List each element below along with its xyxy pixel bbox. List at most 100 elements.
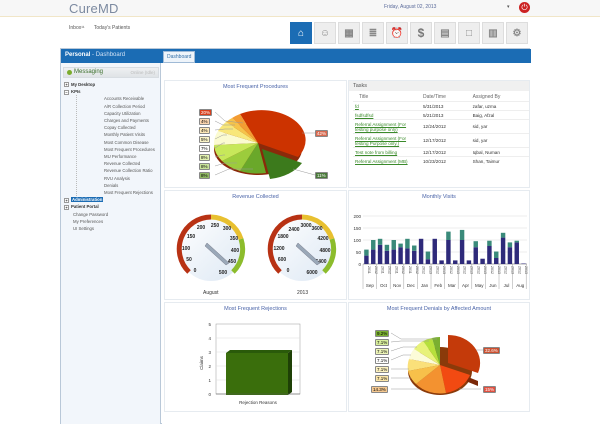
task-link[interactable]: Test note from billing (355, 149, 398, 155)
svg-text:200: 200 (197, 225, 206, 231)
column-header[interactable]: Assigned By (472, 94, 501, 100)
tree-item[interactable]: Capacity Utilization (104, 110, 141, 116)
tree-item[interactable]: Copay Collected (104, 125, 136, 131)
tree-item[interactable]: Most Common Disease (104, 139, 149, 145)
tree-item[interactable]: Accounts Receivable (104, 96, 145, 102)
visits-panel: Monthly Visits 200 150 100 50 0 2011 2012 2011… (348, 190, 530, 300)
svg-text:250: 250 (211, 223, 220, 229)
svg-text:2013: 2013 (428, 266, 432, 274)
tree-administration[interactable]: + Administration (64, 196, 155, 203)
calendar-icon[interactable]: ▦ (338, 22, 360, 44)
tree-item[interactable]: Monthly Patient Visits (104, 132, 145, 138)
revenue-panel: Revenue Collected 0 50 100 150 200 250 300 35… (164, 190, 347, 300)
messaging-bar[interactable]: Messaging Online (Idle) (63, 67, 159, 78)
month-label: Feb (434, 283, 443, 288)
task-date: 5/21/2013 (421, 110, 471, 120)
svg-text:5400: 5400 (315, 259, 326, 265)
pie-label: 8% (199, 154, 210, 161)
task-link[interactable]: fd (355, 103, 359, 109)
panel-title: Most Frequent Denials by Affected Amount (386, 306, 492, 312)
svg-text:2400: 2400 (288, 227, 299, 233)
tree-item[interactable]: Charges and Payments (104, 118, 149, 124)
document-icon[interactable]: □ (458, 22, 480, 44)
patient-icon[interactable]: ☺ (314, 22, 336, 44)
chevron-down-icon[interactable]: ▾ (507, 4, 510, 10)
tree-label: KPIs (71, 89, 81, 95)
tree-change-password[interactable]: Change Password (73, 211, 109, 217)
pie-label: 9.2% (375, 330, 390, 337)
todays-patients-link[interactable]: Today's Patients (93, 25, 131, 31)
task-link[interactable]: Referral Assignment (MB) (355, 158, 408, 164)
panel-title: Monthly Visits (422, 194, 456, 200)
x-axis-label: Rejection Reasons (239, 400, 278, 405)
pie-label: 7.1% (375, 375, 390, 382)
month-label: Jun (489, 283, 497, 288)
expand-icon[interactable]: + (64, 82, 69, 88)
messaging-status[interactable]: Online (Idle) (130, 70, 155, 75)
column-header[interactable]: Date/Time (423, 94, 446, 100)
tree-item[interactable]: A/R Collection Period (104, 103, 145, 109)
task-link[interactable]: fsdfsdfsd (355, 112, 374, 118)
svg-text:150: 150 (353, 226, 361, 231)
denials-pie-chart[interactable] (349, 303, 531, 413)
tree-my-preferences[interactable]: My Preferences (73, 218, 104, 224)
collapse-icon[interactable]: − (64, 89, 69, 95)
inbox-link[interactable]: Inbox¹¹ (69, 25, 85, 31)
film-icon[interactable]: ▥ (482, 22, 504, 44)
tree-kpis[interactable]: − KPIs (64, 88, 155, 95)
tree-item[interactable]: Most Frequent Rejections (104, 190, 153, 196)
svg-text:4800: 4800 (319, 248, 330, 254)
pie-label: 7.1% (375, 339, 390, 346)
billing-icon[interactable]: $ (410, 22, 432, 44)
svg-text:2012: 2012 (463, 266, 467, 274)
task-date: 10/23/2012 (421, 156, 471, 165)
tree-my-desktop[interactable]: + My Desktop (64, 81, 155, 88)
pie-label: 5% (199, 136, 210, 143)
kpi-list: Accounts Receivable A/R Collection Perio… (76, 95, 155, 197)
tree-item[interactable]: MU Performance (104, 154, 137, 160)
task-date: 12/17/2012 (421, 133, 471, 148)
tasks-panel: Tasks Title Date/Time Assigned By fd 5/3… (348, 80, 530, 188)
tree-item[interactable]: Denials (104, 182, 119, 188)
month-axis: Sep Oct Nov Dec Jan Feb Mar Apr May Jun Jul Aug (363, 283, 527, 288)
notes-icon[interactable]: ≣ (362, 22, 384, 44)
procedures-pie-chart[interactable] (165, 81, 348, 189)
tab-dashboard[interactable]: Dashboard (163, 51, 196, 63)
tree-patient-portal[interactable]: + Patient Portal (64, 203, 155, 210)
month-label: May (474, 283, 484, 288)
svg-text:1: 1 (208, 378, 211, 383)
svg-text:2012: 2012 (476, 266, 480, 274)
tree-ui-settings[interactable]: UI Settings (73, 226, 95, 232)
procedures-panel: Most Frequent Procedures (164, 80, 347, 188)
tree-item[interactable]: Revenue Collected (104, 161, 141, 167)
svg-text:2012: 2012 (422, 266, 426, 274)
table-row: Referral Assignment (For testing Purpose… (353, 133, 529, 148)
svg-text:50: 50 (186, 257, 192, 263)
task-link[interactable]: Referral Assignment (For testing Purpose… (355, 135, 407, 146)
column-header[interactable]: Title (359, 94, 369, 100)
power-icon[interactable]: ⏻ (519, 2, 530, 13)
expand-icon[interactable]: + (64, 197, 69, 203)
home-icon[interactable]: ⌂ (290, 22, 312, 44)
tree-label: My Desktop (71, 82, 96, 87)
tree-item[interactable]: Most Frequent Procedures (104, 146, 155, 152)
task-date: 12/17/2012 (421, 147, 471, 157)
expand-icon[interactable]: + (64, 204, 69, 210)
task-link[interactable]: Referral Assignment (For testing purpose… (355, 121, 407, 132)
alarm-icon[interactable]: ⏰ (386, 22, 408, 44)
denials-panel: Most Frequent Denials by Affected Amount (348, 302, 530, 412)
tree-label: Patient Portal (71, 204, 99, 210)
tree-item[interactable]: RVU Analysis (104, 175, 130, 181)
settings-icon[interactable]: ⚙ (506, 22, 528, 44)
frame-title-bold: Personal (65, 52, 91, 58)
svg-text:4: 4 (208, 336, 211, 341)
pie-label: 8% (199, 163, 210, 170)
gauge-caption: August (203, 290, 219, 296)
top-bar: CureMD Friday, August 02, 2013 ▾ ⏻ (0, 0, 600, 17)
svg-text:6000: 6000 (306, 270, 317, 276)
reports-icon[interactable]: ▤ (434, 22, 456, 44)
tree-item[interactable]: Revenue Collection Ratio (104, 168, 153, 174)
rejections-bar-chart[interactable]: 5 4 3 2 1 0 Claims Rejection Reasons (165, 303, 348, 413)
